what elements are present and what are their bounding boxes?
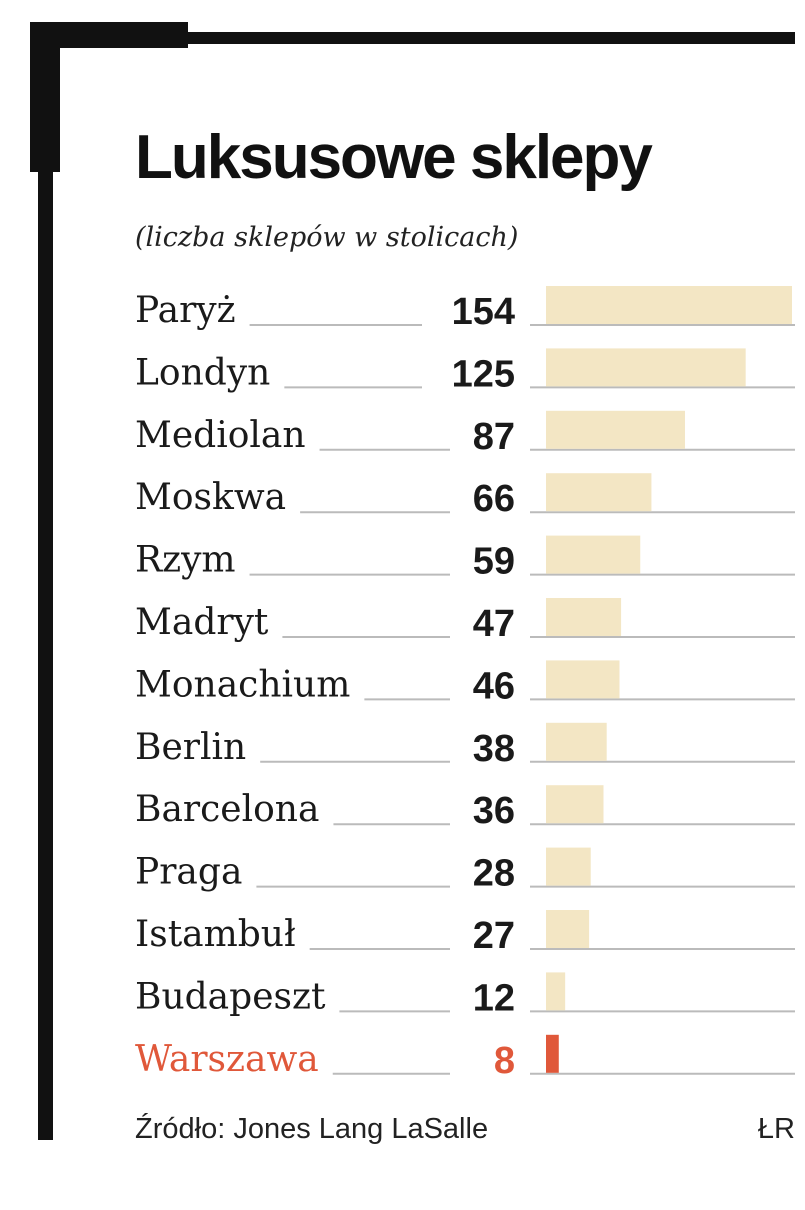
value-label: 27: [473, 915, 515, 957]
category-label: Praga: [135, 852, 242, 893]
category-label: Rzym: [135, 540, 236, 581]
bar: [546, 286, 792, 324]
category-label: Mediolan: [135, 415, 306, 456]
bar: [546, 473, 652, 512]
chart-subtitle: (liczba sklepów w stolicach): [135, 222, 518, 253]
value-label: 38: [473, 728, 515, 770]
value-label: 66: [473, 478, 515, 520]
value-label: 87: [473, 416, 515, 458]
category-label: Warszawa: [135, 1039, 319, 1080]
value-label: 8: [494, 1040, 515, 1082]
bar: [546, 785, 604, 824]
bar: [546, 535, 641, 574]
bar: [546, 1034, 559, 1073]
credit: ŁR: [758, 1113, 795, 1145]
value-label: 12: [473, 977, 515, 1019]
bar: [546, 660, 620, 699]
category-label: Moskwa: [135, 477, 286, 518]
bar: [546, 972, 566, 1011]
category-label: Istambuł: [135, 914, 296, 955]
bar: [546, 722, 607, 761]
value-label: 125: [452, 353, 515, 395]
value-label: 47: [473, 603, 515, 645]
value-label: 28: [473, 853, 515, 895]
value-label: 46: [473, 665, 515, 707]
category-label: Barcelona: [135, 789, 319, 830]
value-label: 36: [473, 790, 515, 832]
bar: [546, 348, 746, 387]
value-label: 154: [452, 291, 515, 333]
source: Źródło: Jones Lang LaSalle: [135, 1112, 488, 1145]
frame: [38, 22, 53, 1140]
category-label: Madryt: [135, 602, 269, 643]
bar: [546, 910, 590, 948]
value-label: 59: [473, 541, 515, 583]
category-label: Londyn: [135, 352, 270, 393]
category-label: Budapeszt: [135, 976, 326, 1017]
bar: [546, 847, 591, 886]
frame: [30, 32, 795, 44]
bar: [546, 410, 685, 449]
category-label: Monachium: [135, 664, 350, 705]
bar: [546, 598, 622, 636]
category-label: Berlin: [135, 727, 246, 768]
category-label: Paryż: [135, 290, 236, 331]
chart-title: Luksusowe sklepy: [135, 123, 653, 192]
